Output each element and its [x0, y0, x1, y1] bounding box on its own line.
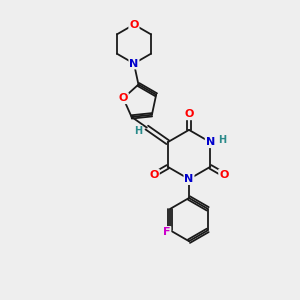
- Text: N: N: [129, 58, 139, 68]
- Text: H: H: [218, 135, 226, 145]
- Text: N: N: [184, 174, 194, 184]
- Text: F: F: [163, 227, 170, 237]
- Text: O: O: [184, 109, 194, 119]
- Text: O: O: [149, 169, 159, 180]
- Text: O: O: [118, 93, 128, 103]
- Text: O: O: [219, 169, 229, 180]
- Text: H: H: [134, 126, 142, 136]
- Text: N: N: [206, 137, 215, 147]
- Text: O: O: [129, 20, 139, 29]
